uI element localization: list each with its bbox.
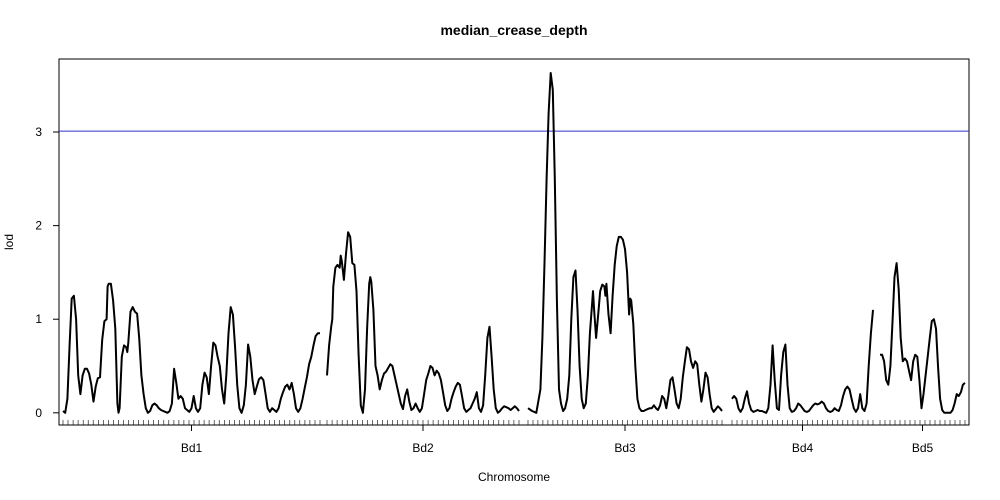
- x-axis: Bd1 Bd2 Bd3 Bd4 Bd5: [62, 420, 966, 455]
- lod-curve-bd1: [62, 282, 320, 414]
- x-tick-label: Bd1: [181, 441, 203, 455]
- lod-curves: [62, 72, 966, 414]
- y-axis-label: lod: [2, 234, 16, 250]
- lod-curve-bd3: [527, 72, 723, 414]
- lod-curve-bd4: [731, 309, 874, 414]
- lod-curve-bd2: [326, 231, 520, 414]
- x-tick-label: Bd4: [792, 441, 814, 455]
- y-axis: 0 1 2 3: [35, 125, 59, 420]
- lod-curve-bd5: [880, 262, 966, 414]
- x-axis-label: Chromosome: [478, 470, 550, 484]
- y-tick-label: 1: [35, 312, 42, 326]
- chart-title: median_crease_depth: [440, 22, 587, 38]
- x-tick-label: Bd2: [412, 441, 434, 455]
- plot-frame: [58, 58, 970, 426]
- y-tick-label: 0: [35, 406, 42, 420]
- x-tick-label: Bd3: [614, 441, 636, 455]
- y-tick-label: 3: [35, 125, 42, 139]
- x-tick-label: Bd5: [912, 441, 934, 455]
- y-tick-label: 2: [35, 219, 42, 233]
